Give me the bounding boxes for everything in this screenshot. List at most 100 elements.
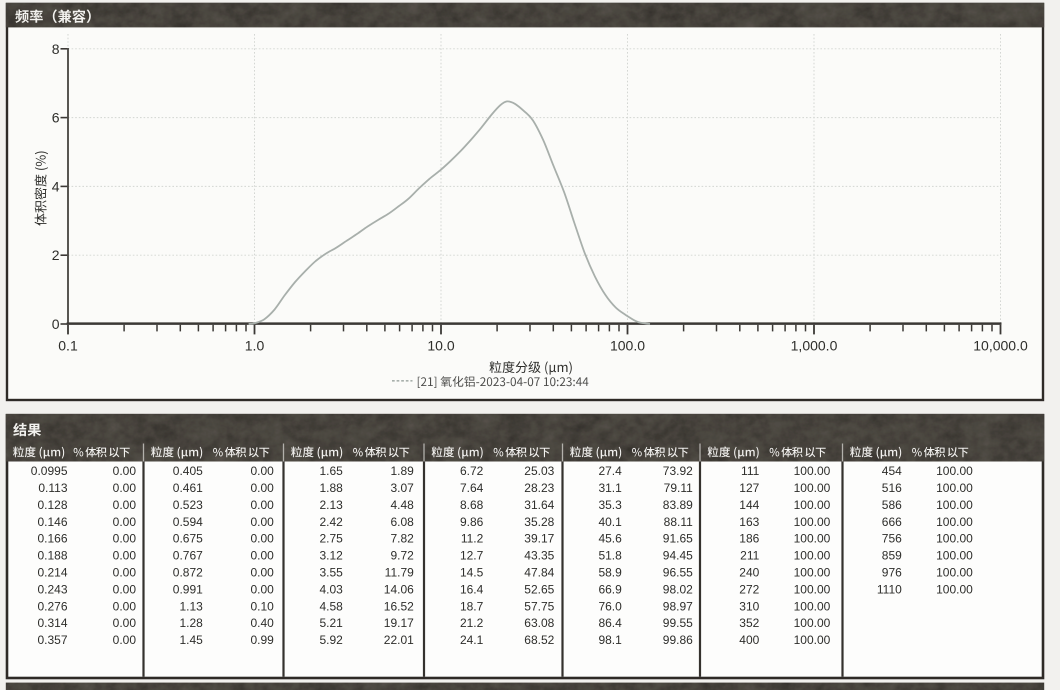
svg-text:0.10: 0.10 (250, 599, 274, 613)
svg-text:0.214: 0.214 (37, 566, 67, 580)
svg-text:100.0: 100.0 (610, 337, 645, 353)
svg-text:272: 272 (739, 582, 759, 596)
svg-text:0.00: 0.00 (113, 532, 137, 546)
svg-text:0.00: 0.00 (113, 481, 137, 495)
svg-text:1.13: 1.13 (179, 599, 203, 613)
svg-text:0.314: 0.314 (37, 616, 67, 630)
svg-text:94.45: 94.45 (663, 549, 693, 563)
svg-text:1,000.0: 1,000.0 (791, 337, 838, 353)
svg-text:99.55: 99.55 (663, 616, 693, 630)
svg-text:100.00: 100.00 (794, 532, 831, 546)
svg-text:0.146: 0.146 (37, 515, 67, 529)
svg-text:163: 163 (739, 515, 759, 529)
svg-text:14.06: 14.06 (384, 582, 414, 596)
svg-text:100.00: 100.00 (936, 532, 973, 546)
svg-text:100.00: 100.00 (794, 481, 831, 495)
svg-text:400: 400 (739, 633, 759, 647)
svg-text:9.86: 9.86 (460, 515, 484, 529)
svg-text:8: 8 (52, 41, 60, 57)
svg-text:0.00: 0.00 (113, 549, 137, 563)
svg-text:4.58: 4.58 (319, 599, 343, 613)
svg-text:91.65: 91.65 (663, 532, 693, 546)
svg-text:100.00: 100.00 (794, 464, 831, 478)
svg-text:3.55: 3.55 (319, 566, 343, 580)
svg-text:100.00: 100.00 (794, 515, 831, 529)
svg-text:756: 756 (882, 532, 902, 546)
svg-text:0.40: 0.40 (250, 616, 274, 630)
svg-text:0.675: 0.675 (173, 532, 203, 546)
svg-text:0.872: 0.872 (173, 566, 203, 580)
svg-text:7.82: 7.82 (390, 532, 414, 546)
svg-text:1110: 1110 (877, 582, 902, 596)
svg-text:0.357: 0.357 (37, 633, 67, 647)
svg-text:100.00: 100.00 (936, 549, 973, 563)
svg-text:47.84: 47.84 (524, 566, 554, 580)
svg-text:76.0: 76.0 (598, 599, 622, 613)
svg-text:58.9: 58.9 (598, 566, 622, 580)
svg-text:16.4: 16.4 (460, 582, 484, 596)
svg-text:0.00: 0.00 (250, 498, 274, 512)
svg-text:2: 2 (52, 247, 60, 263)
svg-text:0.99: 0.99 (250, 633, 274, 647)
svg-text:100.00: 100.00 (794, 566, 831, 580)
svg-text:79.11: 79.11 (664, 481, 693, 495)
svg-text:0.00: 0.00 (250, 582, 274, 596)
svg-text:127: 127 (739, 481, 759, 495)
svg-text:0.991: 0.991 (173, 582, 203, 596)
svg-text:18.7: 18.7 (460, 599, 484, 613)
svg-text:0.00: 0.00 (250, 515, 274, 529)
svg-text:1.88: 1.88 (319, 481, 343, 495)
svg-text:144: 144 (739, 498, 759, 512)
svg-text:73.92: 73.92 (663, 464, 693, 478)
svg-text:100.00: 100.00 (794, 633, 831, 647)
svg-text:6.08: 6.08 (390, 515, 414, 529)
svg-text:0.00: 0.00 (113, 616, 137, 630)
svg-text:859: 859 (882, 549, 902, 563)
svg-text:28.23: 28.23 (524, 481, 554, 495)
svg-text:5.21: 5.21 (319, 616, 343, 630)
svg-text:63.08: 63.08 (524, 616, 554, 630)
svg-text:57.75: 57.75 (524, 599, 554, 613)
svg-text:111: 111 (741, 464, 760, 478)
svg-text:2.42: 2.42 (319, 515, 343, 529)
svg-text:0.00: 0.00 (250, 481, 274, 495)
svg-text:352: 352 (739, 616, 759, 630)
svg-text:88.11: 88.11 (664, 515, 693, 529)
svg-text:19.17: 19.17 (384, 616, 414, 630)
svg-text:12.7: 12.7 (460, 549, 484, 563)
svg-text:31.64: 31.64 (524, 498, 554, 512)
svg-text:0.276: 0.276 (37, 599, 67, 613)
svg-text:9.72: 9.72 (390, 549, 414, 563)
svg-text:0.00: 0.00 (113, 582, 137, 596)
svg-text:14.5: 14.5 (460, 566, 484, 580)
svg-text:83.89: 83.89 (663, 498, 693, 512)
svg-text:5.92: 5.92 (319, 633, 343, 647)
svg-text:0.00: 0.00 (113, 566, 137, 580)
svg-text:100.00: 100.00 (794, 599, 831, 613)
svg-text:100.00: 100.00 (794, 498, 831, 512)
svg-text:0.113: 0.113 (38, 481, 67, 495)
svg-text:0.405: 0.405 (173, 464, 203, 478)
svg-text:27.4: 27.4 (598, 464, 622, 478)
svg-text:1.28: 1.28 (179, 616, 203, 630)
svg-text:976: 976 (882, 566, 902, 580)
svg-text:86.4: 86.4 (598, 616, 622, 630)
svg-text:1.45: 1.45 (179, 633, 203, 647)
svg-text:310: 310 (739, 599, 759, 613)
svg-text:25.03: 25.03 (524, 464, 554, 478)
svg-text:0.00: 0.00 (250, 464, 274, 478)
svg-text:240: 240 (739, 566, 759, 580)
svg-text:0.1: 0.1 (58, 337, 78, 353)
svg-text:0.594: 0.594 (173, 515, 203, 529)
svg-text:0.00: 0.00 (113, 599, 137, 613)
svg-text:4.03: 4.03 (319, 582, 343, 596)
svg-text:68.52: 68.52 (524, 633, 554, 647)
svg-text:0.188: 0.188 (37, 549, 67, 563)
svg-text:0.523: 0.523 (173, 498, 203, 512)
svg-text:11.2: 11.2 (461, 532, 484, 546)
svg-text:96.55: 96.55 (663, 566, 693, 580)
svg-text:1.0: 1.0 (245, 337, 265, 353)
svg-text:211: 211 (740, 549, 759, 563)
svg-text:186: 186 (739, 532, 759, 546)
svg-text:10.0: 10.0 (427, 337, 454, 353)
